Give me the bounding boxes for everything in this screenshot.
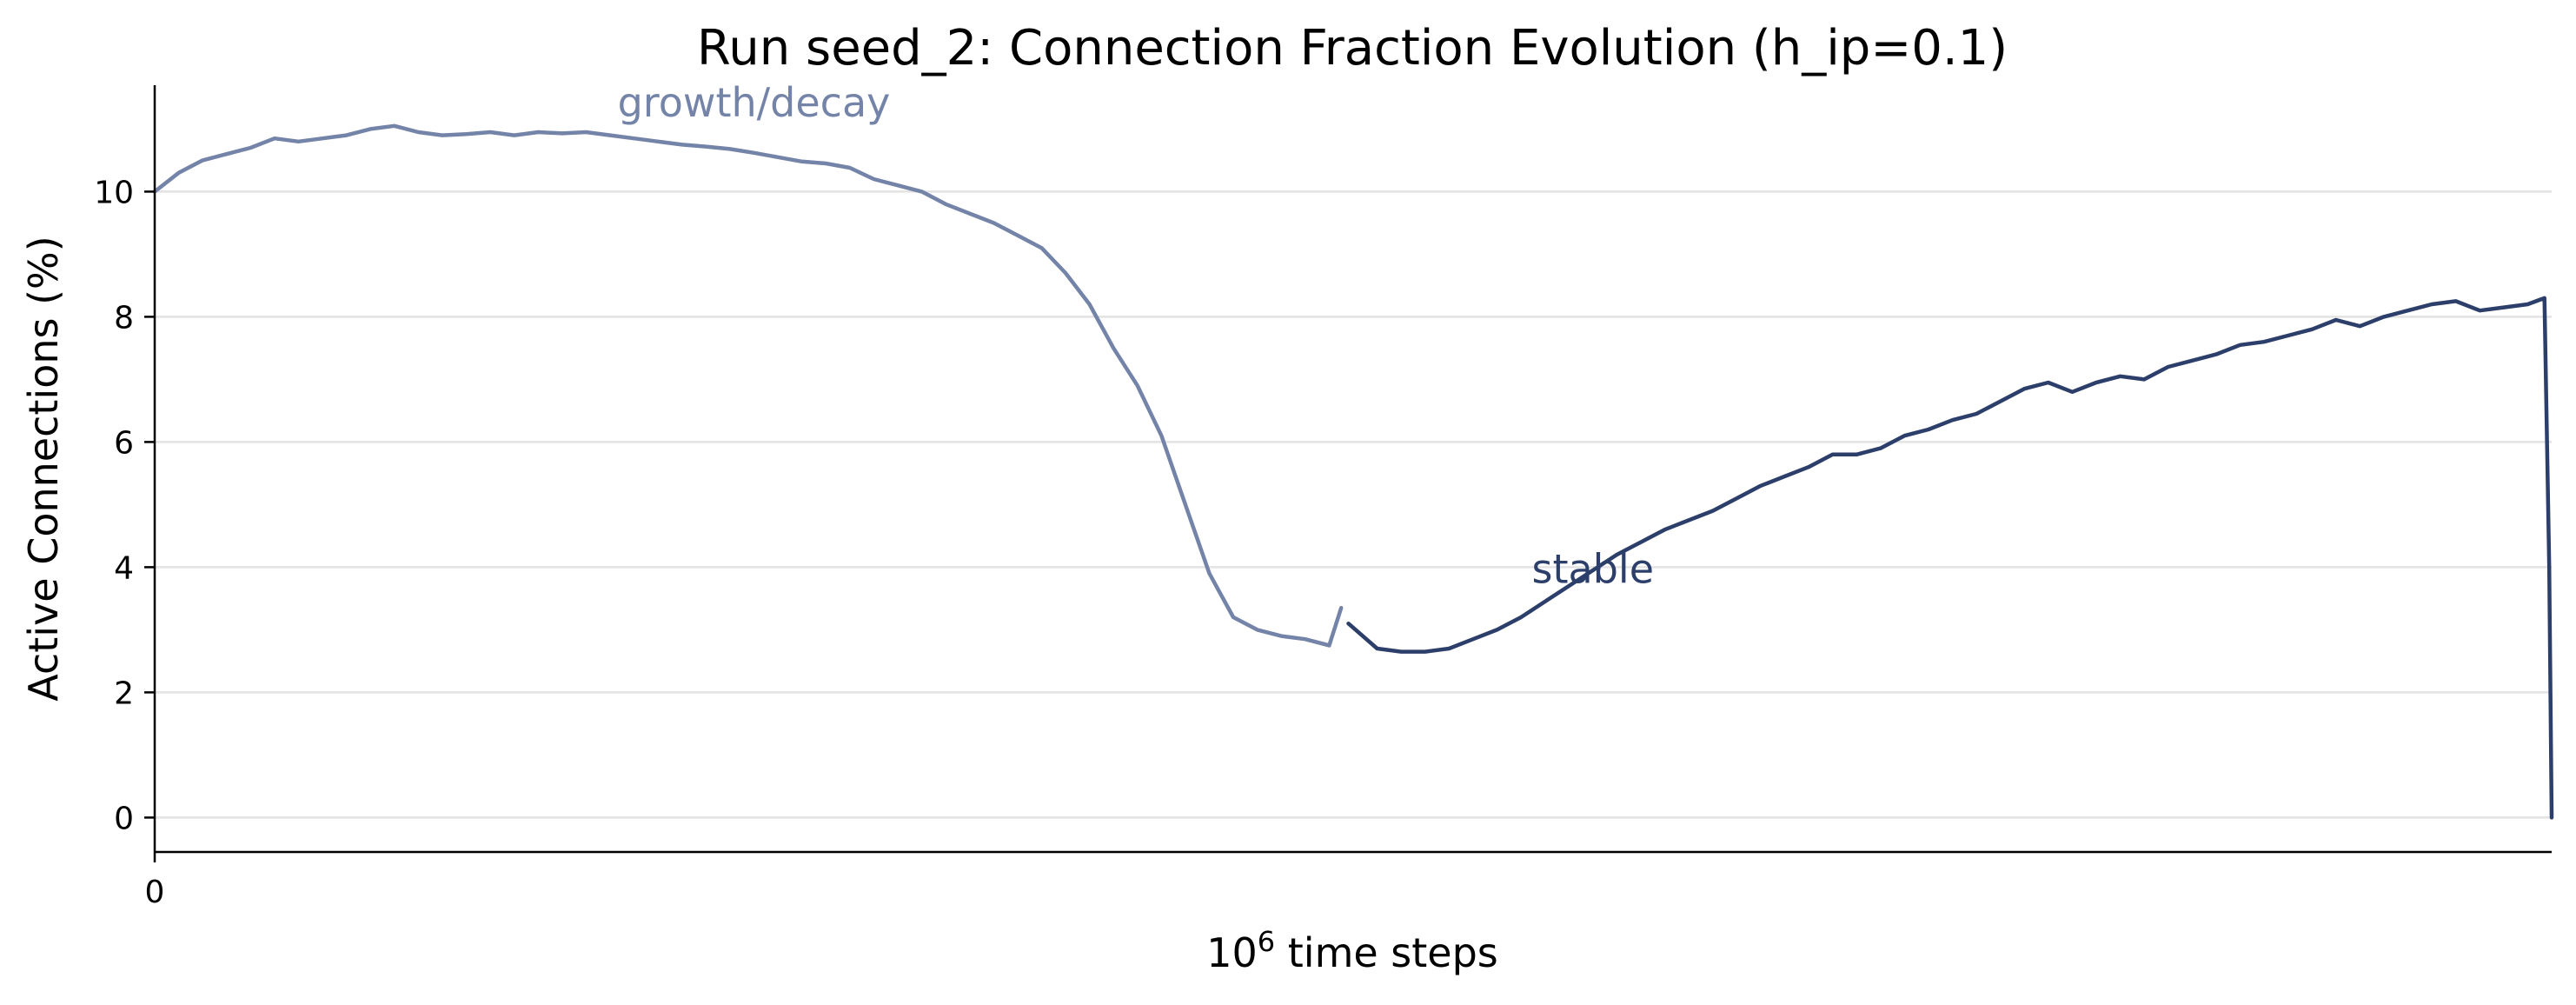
y-tick-label: 10 [94, 175, 134, 210]
x-tick-label: 0 [145, 875, 165, 910]
y-tick-label: 2 [114, 676, 134, 711]
chart-title: Run seed_2: Connection Fraction Evolutio… [697, 20, 2008, 77]
x-axis-label-exponent: 6 [1258, 925, 1275, 958]
y-axis-label: Active Connections (%) [20, 236, 67, 701]
annotation-stable: stable [1532, 545, 1654, 592]
stable-line [1346, 296, 2554, 820]
y-tick-label: 6 [114, 425, 134, 461]
x-ticks: 0 [145, 852, 165, 910]
series-lines [152, 123, 2554, 820]
annotations: growth/decay stable [618, 79, 1654, 592]
axes [153, 85, 2552, 854]
y-tick-label: 4 [114, 550, 134, 586]
growth-line [152, 123, 1344, 648]
y-ticks: 0 2 4 6 8 10 [94, 175, 155, 836]
grid-lines [155, 190, 2552, 819]
y-tick-label: 8 [114, 300, 134, 336]
y-tick-label: 0 [114, 801, 134, 836]
annotation-growth: growth/decay [618, 79, 891, 126]
x-axis-label-suffix: time steps [1275, 929, 1498, 976]
x-axis-label-base: 10 [1206, 929, 1258, 976]
x-axis-label: 106 time steps [1206, 925, 1498, 976]
